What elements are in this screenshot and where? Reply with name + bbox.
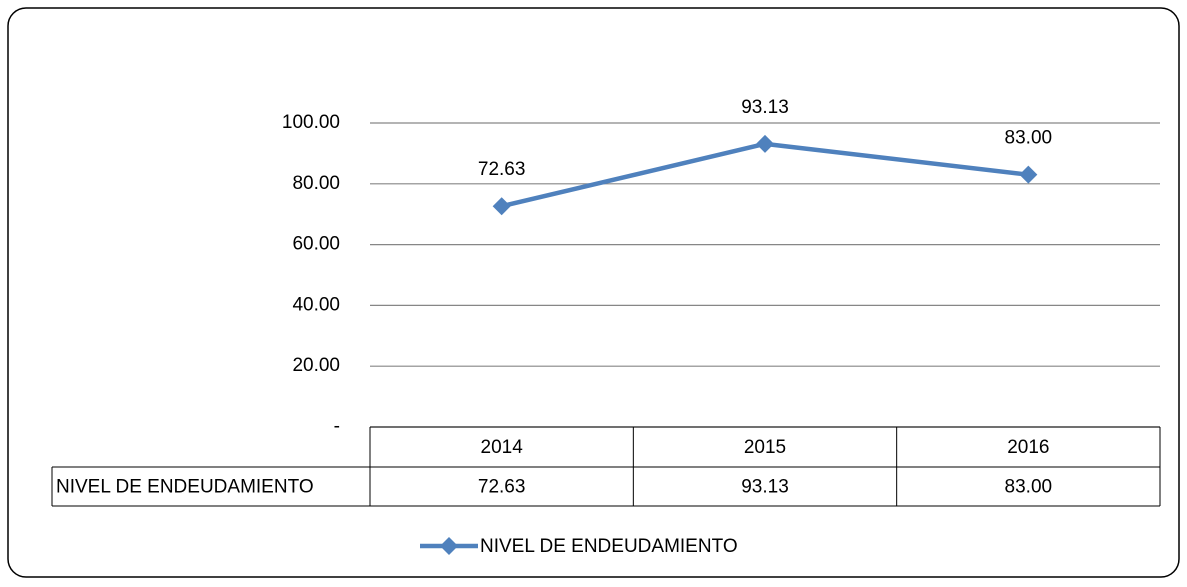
table-cell: 83.00: [1005, 477, 1053, 498]
x-tick-label: 2014: [481, 437, 524, 458]
y-tick-label: 40.00: [292, 294, 340, 315]
legend-label: NIVEL DE ENDEUDAMIENTO: [480, 536, 738, 557]
data-label: 72.63: [478, 159, 526, 180]
y-tick-label: 100.00: [282, 112, 340, 133]
marker: [492, 197, 511, 216]
table-cell: 93.13: [741, 477, 789, 498]
x-tick-label: 2015: [744, 437, 786, 458]
y-tick-label: 60.00: [292, 234, 340, 255]
marker: [1019, 165, 1038, 184]
marker: [756, 134, 774, 153]
y-tick-label: -: [334, 416, 340, 437]
table-row-header: NIVEL DE ENDEUDAMIENTO: [56, 477, 314, 498]
legend-marker: [440, 537, 458, 555]
data-label: 83.00: [1005, 128, 1053, 149]
y-tick-label: 80.00: [292, 173, 340, 194]
y-tick-label: 20.00: [292, 355, 340, 376]
x-tick-label: 2016: [1007, 437, 1049, 458]
chart-border: [7, 7, 1180, 578]
table-cell: 72.63: [478, 477, 526, 498]
data-label: 93.13: [741, 97, 789, 118]
